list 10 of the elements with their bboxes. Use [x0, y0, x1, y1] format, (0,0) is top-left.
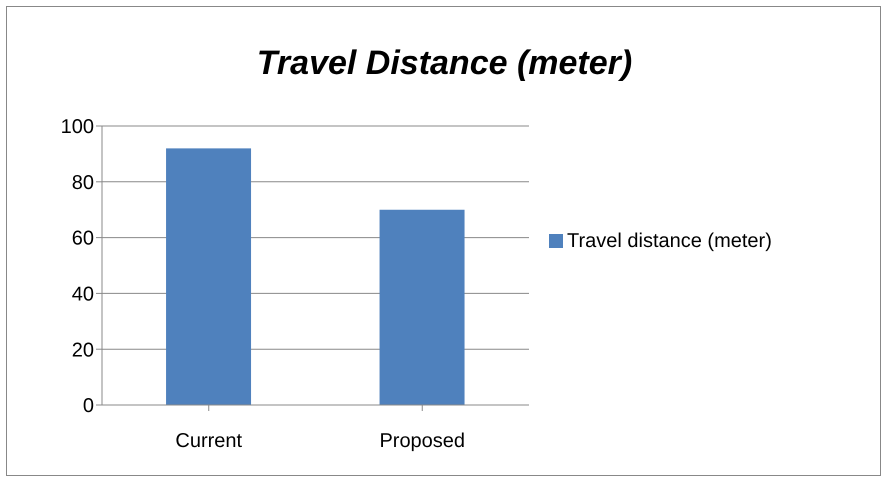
y-tick-label: 80 [72, 172, 94, 194]
y-tick-label: 20 [72, 339, 94, 362]
x-tick-label: Proposed [379, 430, 466, 452]
x-tick-label: Current [175, 430, 243, 452]
y-tick-label: 100 [60, 116, 94, 138]
legend-label: Travel distance (meter) [567, 230, 772, 252]
y-tick-label: 0 [82, 395, 94, 418]
y-tick-label: 40 [72, 284, 94, 306]
y-tick-label: 60 [72, 228, 94, 250]
chart-title: Travel Distance (meter) [256, 44, 634, 83]
